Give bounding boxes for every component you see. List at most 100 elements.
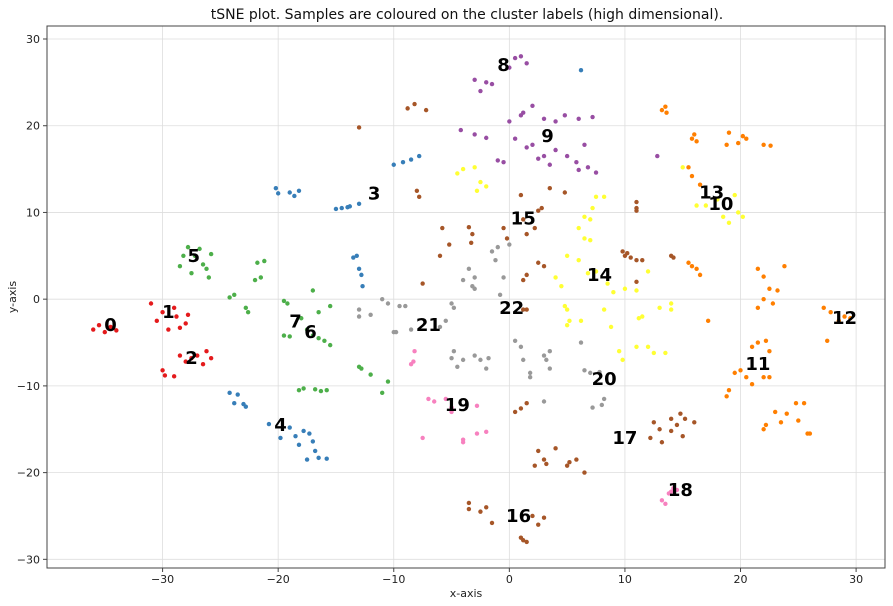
scatter-point-orange (775, 288, 780, 293)
scatter-point-orange (793, 401, 799, 406)
scatter-point-yellow (611, 290, 616, 295)
scatter-point-orange (664, 110, 669, 115)
scatter-point-pink (474, 403, 480, 409)
scatter-point-orange (749, 381, 755, 387)
scatter-point-brown (532, 463, 537, 468)
cluster-label-1: 1 (162, 302, 175, 323)
scatter-point-pink (449, 409, 454, 415)
scatter-point-purple (593, 170, 599, 175)
scatter-point-yellow (694, 203, 699, 208)
scatter-point-yellow (601, 194, 607, 200)
scatter-point-purple (576, 116, 581, 121)
scatter-point-brown (541, 515, 547, 520)
scatter-point-purple (512, 136, 518, 141)
scatter-point-green (208, 251, 214, 257)
scatter-point-grey (393, 329, 399, 335)
cluster-label-19: 19 (445, 395, 470, 416)
scatter-point-purple (478, 88, 483, 94)
scatter-point-yellow (585, 270, 591, 276)
scatter-point-orange (770, 301, 776, 306)
scatter-point-orange (694, 266, 699, 272)
scatter-point-blue (339, 205, 344, 211)
y-tick-label: −30 (17, 553, 40, 566)
scatter-point-brown (469, 240, 474, 245)
scatter-point-grey (385, 301, 391, 306)
scatter-point-yellow (564, 307, 570, 312)
scatter-point-purple (585, 165, 591, 170)
scatter-point-purple (564, 153, 570, 159)
scatter-point-blue (347, 204, 353, 209)
scatter-point-orange (761, 375, 766, 380)
scatter-point-grey (527, 370, 533, 376)
scatter-point-green (316, 335, 321, 341)
scatter-point-blue (273, 185, 279, 191)
scatter-point-pink (412, 349, 417, 354)
scatter-point-orange (848, 316, 853, 321)
scatter-point-yellow (553, 275, 558, 280)
scatter-point-purple (521, 110, 526, 115)
scatter-point-purple (547, 162, 552, 167)
scatter-point-yellow (484, 184, 489, 189)
scatter-point-brown (470, 231, 475, 237)
scatter-point-red (148, 301, 154, 306)
scatter-point-brown (682, 416, 688, 422)
scatter-point-brown (501, 225, 506, 231)
cluster-label-20: 20 (592, 369, 617, 390)
cluster-label-17: 17 (612, 428, 637, 449)
scatter-point-blue (235, 392, 240, 397)
scatter-point-brown (547, 185, 552, 191)
scatter-point-orange (761, 296, 766, 302)
scatter-point-pink (460, 440, 466, 445)
scatter-point-brown (582, 470, 587, 475)
scatter-point-orange (778, 420, 784, 425)
scatter-point-green (281, 298, 287, 304)
scatter-point-grey (582, 368, 587, 373)
scatter-point-brown (536, 208, 541, 213)
scatter-point-purple (501, 159, 506, 165)
scatter-point-grey (356, 314, 362, 319)
scatter-point-brown (466, 506, 472, 512)
scatter-point-green (359, 366, 364, 371)
scatter-point-purple (507, 65, 512, 70)
scatter-point-brown (530, 513, 535, 519)
scatter-point-brown (678, 411, 683, 416)
scatter-point-blue (287, 190, 292, 195)
cluster-label-9: 9 (541, 126, 554, 147)
scatter-point-purple (512, 55, 518, 61)
scatter-point-brown (447, 242, 452, 247)
scatter-point-orange (726, 388, 732, 393)
scatter-point-purple (553, 119, 558, 124)
scatter-point-green (227, 295, 232, 300)
scatter-point-green (200, 262, 206, 267)
cluster-label-22: 22 (499, 298, 524, 319)
scatter-point-brown (539, 205, 544, 211)
cluster-label-7: 7 (289, 312, 302, 333)
scatter-point-pink (449, 405, 454, 410)
scatter-point-orange (738, 368, 743, 373)
scatter-point-orange (659, 107, 665, 113)
scatter-point-brown (521, 307, 526, 312)
scatter-point-orange (697, 182, 703, 187)
scatter-point-blue (333, 206, 339, 212)
scatter-point-purple (530, 142, 535, 148)
scatter-point-blue (278, 435, 283, 441)
y-tick-label: −10 (17, 380, 40, 393)
scatter-point-red (166, 327, 171, 332)
scatter-point-brown (564, 463, 570, 468)
scatter-point-red (96, 322, 102, 328)
scatter-point-purple (576, 167, 581, 173)
cluster-label-2: 2 (185, 348, 198, 369)
scatter-point-blue (275, 191, 281, 196)
scatter-point-purple (530, 103, 535, 108)
scatter-point-purple (524, 145, 529, 150)
scatter-point-pink (411, 359, 416, 364)
scatter-point-orange (763, 338, 769, 343)
scatter-point-blue (356, 266, 362, 272)
scatter-point-grey (460, 357, 466, 363)
scatter-point-yellow (634, 344, 639, 350)
scatter-point-purple (472, 132, 477, 137)
scatter-point-brown (680, 433, 685, 439)
scatter-point-orange (796, 418, 801, 423)
scatter-point-yellow (657, 305, 662, 311)
